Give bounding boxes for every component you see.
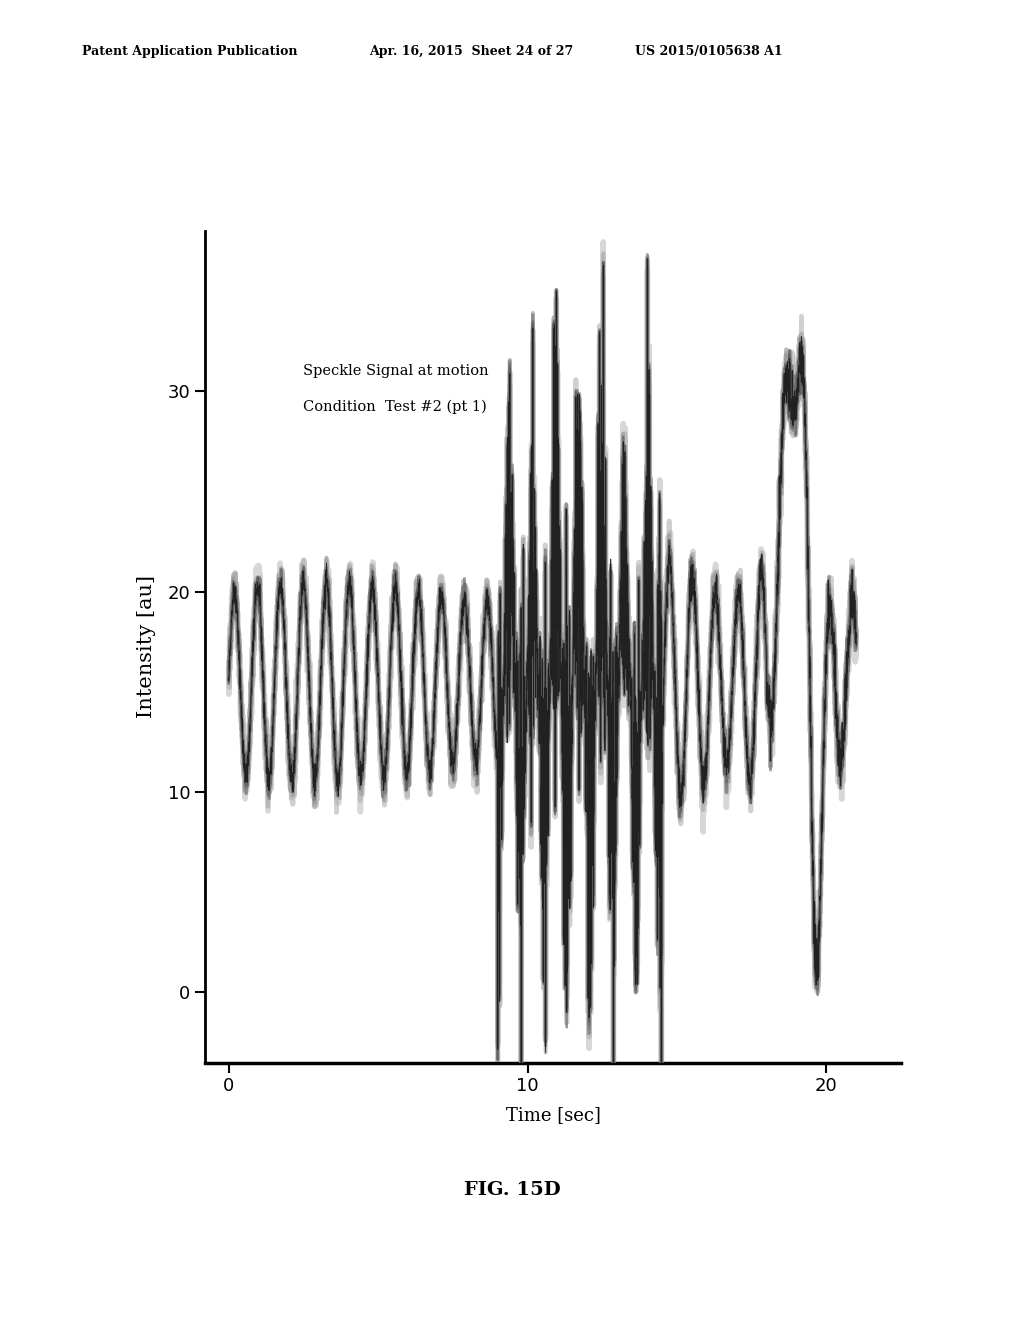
Y-axis label: Intensity [au]: Intensity [au]: [137, 576, 157, 718]
Text: Condition  Test #2 (pt 1): Condition Test #2 (pt 1): [303, 400, 487, 414]
Text: US 2015/0105638 A1: US 2015/0105638 A1: [635, 45, 782, 58]
Text: Patent Application Publication: Patent Application Publication: [82, 45, 297, 58]
X-axis label: Time [sec]: Time [sec]: [506, 1106, 600, 1125]
Text: FIG. 15D: FIG. 15D: [464, 1180, 560, 1199]
Text: Apr. 16, 2015  Sheet 24 of 27: Apr. 16, 2015 Sheet 24 of 27: [369, 45, 572, 58]
Text: Speckle Signal at motion: Speckle Signal at motion: [303, 364, 489, 379]
